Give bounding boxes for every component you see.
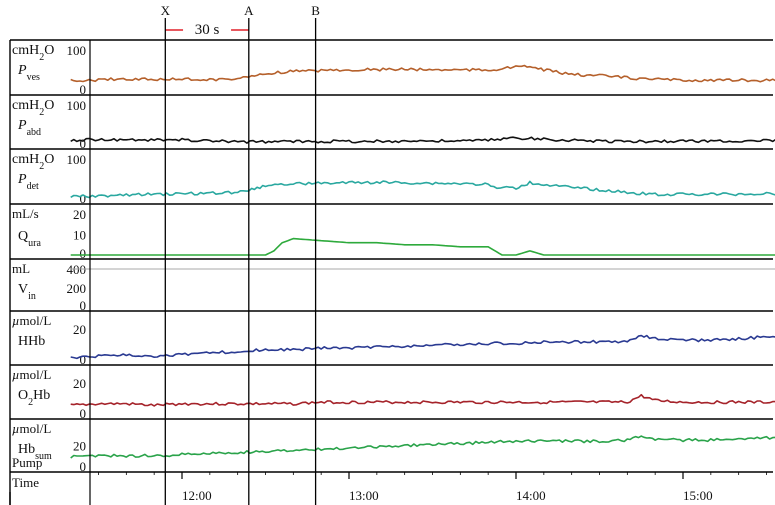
- series-line-qura: [70, 237, 775, 256]
- y-tick-label: 100: [67, 98, 87, 113]
- series-label: HHb: [18, 334, 45, 349]
- series-line-o2hb: [70, 393, 775, 407]
- panel-hhb: µmol/L HHb 20 0: [10, 310, 775, 367]
- panels: cmH2OPves1000cmH2OPabd1000cmH2OPdet1000m…: [9, 39, 775, 505]
- series-line-pabd: [70, 136, 775, 144]
- marker-label-X: X: [161, 3, 171, 18]
- top-annotations: X A B 30 s: [161, 3, 321, 38]
- marker-lines: [164, 18, 317, 505]
- series-line-pves: [70, 64, 775, 83]
- unit-label: µmol/L: [12, 313, 51, 328]
- time-tick-label: 12:00: [182, 488, 212, 503]
- unit-label: mL: [12, 261, 30, 276]
- y-tick-label: 0: [80, 459, 87, 474]
- y-tick-label: 20: [73, 207, 86, 222]
- time-axis-title: Time: [12, 475, 39, 490]
- y-tick-label: 0: [80, 406, 87, 421]
- y-tick-label: 0: [80, 136, 87, 151]
- marker-label-B: B: [311, 3, 320, 18]
- series-line-hhb: [70, 334, 775, 360]
- unit-label: µmol/L: [12, 367, 51, 382]
- time-tick-label: 13:00: [349, 488, 379, 503]
- y-tick-label: 100: [67, 43, 87, 58]
- y-tick-label: 100: [67, 152, 87, 167]
- y-tick-label: 0: [80, 246, 87, 261]
- marker-label-A: A: [244, 3, 254, 18]
- panel-qura: mL/s Qura 20 10 0: [10, 203, 775, 261]
- panel-o2hb: µmol/L O2Hb 20 0: [10, 364, 775, 421]
- y-tick-label: 20: [73, 439, 86, 454]
- unit-label: mL/s: [12, 206, 39, 221]
- time-tick-label: 15:00: [683, 488, 713, 503]
- y-tick-label: 0: [80, 352, 87, 367]
- y-tick-label: 20: [73, 376, 86, 391]
- series-label: Pabd: [17, 118, 41, 138]
- unit-label: cmH2O: [12, 43, 54, 63]
- series-line-hbsum: [70, 435, 775, 459]
- pump-label: Pump: [12, 455, 42, 470]
- series-label: O2Hb: [18, 388, 50, 408]
- unit-label: cmH2O: [12, 152, 54, 172]
- series-label: Vin: [18, 282, 36, 302]
- series-label: Pdet: [17, 172, 39, 192]
- unit-label: cmH2O: [12, 98, 54, 118]
- series-label: Qura: [18, 229, 41, 249]
- y-tick-label: 10: [73, 228, 86, 243]
- y-tick-label: 200: [67, 281, 87, 296]
- y-tick-label: 0: [80, 191, 87, 206]
- series-label: Hbsum: [18, 442, 52, 462]
- y-tick-label: 0: [80, 298, 87, 313]
- series-line-pdet: [70, 180, 775, 199]
- unit-label: µmol/L: [12, 421, 51, 436]
- y-tick-label: 20: [73, 322, 86, 337]
- series-label: Pves: [17, 63, 40, 83]
- scale-bar-label: 30 s: [195, 22, 220, 38]
- y-tick-label: 0: [80, 82, 87, 97]
- time-tick-label: 14:00: [516, 488, 546, 503]
- time-axis: Time 12:00 13:00 14:00 15:00: [9, 472, 767, 505]
